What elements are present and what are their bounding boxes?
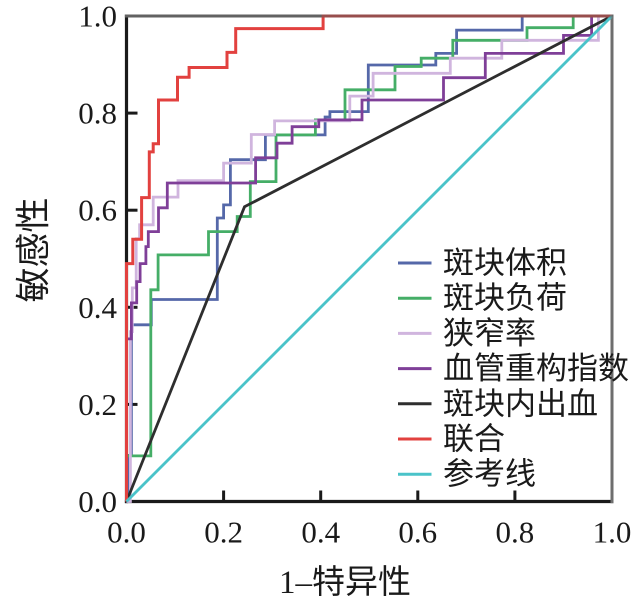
x-tick-label: 0.8 <box>496 515 535 550</box>
y-axis-title: 敏感性 <box>15 197 54 302</box>
roc-curve-remodeling-index <box>125 14 612 502</box>
roc-curve-reference-line <box>125 15 613 503</box>
y-tick-label: 0.0 <box>78 484 117 519</box>
legend-label-plaque-volume: 斑块体积 <box>443 246 567 281</box>
legend-label-plaque-burden: 斑块负荷 <box>443 281 567 316</box>
roc-curve-plaque-burden <box>125 14 612 502</box>
legend-label-stenosis-rate: 狭窄率 <box>443 316 536 351</box>
y-tick-label: 1.0 <box>78 0 117 34</box>
x-tick-label: 0.0 <box>107 515 146 550</box>
legend-label-reference-line: 参考线 <box>443 457 536 492</box>
legend-label-combined: 联合 <box>443 422 505 457</box>
x-tick-label: 0.4 <box>301 515 340 550</box>
legend-label-intraplaque-hemorrhage: 斑块内出血 <box>443 386 598 421</box>
legend-label-remodeling-index: 血管重构指数 <box>443 351 629 386</box>
x-tick-label: 0.6 <box>398 515 437 550</box>
y-tick-label: 0.2 <box>78 387 117 422</box>
roc-curve-combined <box>125 14 612 502</box>
y-tick-label: 0.4 <box>78 290 117 325</box>
y-tick-label: 0.6 <box>78 193 117 228</box>
y-tick-label: 0.8 <box>78 96 117 131</box>
x-axis-title: 1–特异性 <box>279 564 411 601</box>
x-tick-label: 0.2 <box>204 515 243 550</box>
x-tick-label: 1.0 <box>593 515 632 550</box>
roc-curve-plaque-volume <box>126 14 612 503</box>
roc-curve-intraplaque-hemorrhage <box>125 14 613 503</box>
